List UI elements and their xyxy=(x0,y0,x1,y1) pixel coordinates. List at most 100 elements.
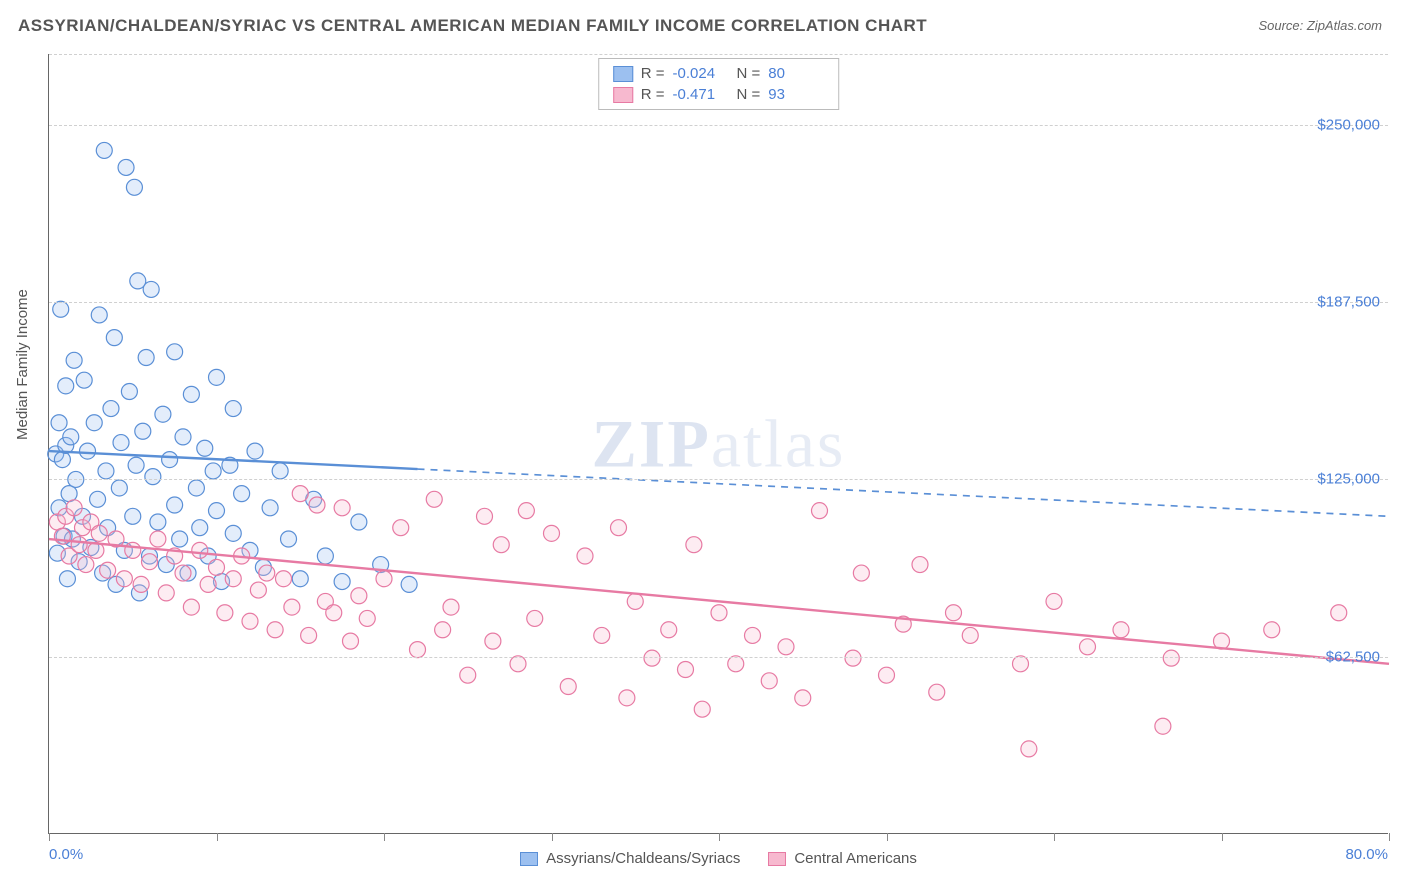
y-tick-label: $187,500 xyxy=(1317,294,1380,311)
scatter-point xyxy=(143,281,159,297)
correlation-legend: R = -0.024 N = 80 R = -0.471 N = 93 xyxy=(598,58,840,110)
gridline-h xyxy=(49,479,1388,480)
scatter-point xyxy=(1331,605,1347,621)
scatter-point xyxy=(401,576,417,592)
scatter-point xyxy=(53,301,69,317)
scatter-point xyxy=(1080,639,1096,655)
scatter-point xyxy=(686,537,702,553)
scatter-point xyxy=(209,369,225,385)
scatter-point xyxy=(111,480,127,496)
scatter-point xyxy=(167,497,183,513)
scatter-point xyxy=(334,500,350,516)
scatter-point xyxy=(145,469,161,485)
legend-swatch-b xyxy=(613,87,633,103)
scatter-point xyxy=(242,613,258,629)
scatter-point xyxy=(761,673,777,689)
y-tick-label: $125,000 xyxy=(1317,471,1380,488)
scatter-point xyxy=(334,574,350,590)
scatter-point xyxy=(205,463,221,479)
x-tick xyxy=(719,833,720,841)
scatter-point xyxy=(197,440,213,456)
scatter-point xyxy=(1264,622,1280,638)
scatter-point xyxy=(96,142,112,158)
legend-swatch-a xyxy=(613,66,633,82)
scatter-point xyxy=(326,605,342,621)
scatter-point xyxy=(58,378,74,394)
scatter-point xyxy=(443,599,459,615)
x-tick xyxy=(384,833,385,841)
scatter-point xyxy=(225,571,241,587)
series-legend-item-b: Central Americans xyxy=(768,850,917,867)
scatter-point xyxy=(128,457,144,473)
scatter-point xyxy=(661,622,677,638)
scatter-point xyxy=(142,554,158,570)
scatter-point xyxy=(1046,593,1062,609)
series-swatch-b xyxy=(768,852,786,866)
scatter-point xyxy=(694,701,710,717)
scatter-point xyxy=(351,514,367,530)
scatter-point xyxy=(61,486,77,502)
scatter-point xyxy=(527,610,543,626)
scatter-point xyxy=(262,500,278,516)
scatter-point xyxy=(485,633,501,649)
scatter-point xyxy=(59,571,75,587)
legend-r-label-b: R = xyxy=(641,86,665,103)
scatter-point xyxy=(929,684,945,700)
scatter-point xyxy=(192,542,208,558)
gridline-h xyxy=(49,302,1388,303)
x-tick-label: 0.0% xyxy=(49,846,83,863)
scatter-point xyxy=(225,525,241,541)
series-name-b: Central Americans xyxy=(794,850,917,867)
source-label: Source: ZipAtlas.com xyxy=(1258,18,1382,33)
scatter-point xyxy=(879,667,895,683)
scatter-point xyxy=(209,503,225,519)
x-tick xyxy=(552,833,553,841)
scatter-point xyxy=(54,452,70,468)
scatter-point xyxy=(301,627,317,643)
legend-r-value-b: -0.471 xyxy=(673,86,729,103)
scatter-point xyxy=(66,500,82,516)
scatter-point xyxy=(1013,656,1029,672)
legend-n-label-a: N = xyxy=(737,65,761,82)
scatter-point xyxy=(80,443,96,459)
scatter-point xyxy=(1021,741,1037,757)
trend-line-solid xyxy=(49,539,1389,664)
y-tick-label: $250,000 xyxy=(1317,116,1380,133)
legend-n-value-b: 93 xyxy=(768,86,824,103)
scatter-point xyxy=(135,423,151,439)
legend-n-label-b: N = xyxy=(737,86,761,103)
scatter-point xyxy=(51,415,67,431)
scatter-point xyxy=(292,571,308,587)
scatter-point xyxy=(200,576,216,592)
scatter-point xyxy=(138,349,154,365)
scatter-point xyxy=(577,548,593,564)
scatter-point xyxy=(103,401,119,417)
scatter-point xyxy=(267,622,283,638)
scatter-point xyxy=(292,486,308,502)
scatter-point xyxy=(711,605,727,621)
scatter-point xyxy=(309,497,325,513)
legend-r-value-a: -0.024 xyxy=(673,65,729,82)
series-name-a: Assyrians/Chaldeans/Syriacs xyxy=(546,850,740,867)
plot-area: R = -0.024 N = 80 R = -0.471 N = 93 ZIPa… xyxy=(48,54,1388,834)
scatter-point xyxy=(98,463,114,479)
scatter-point xyxy=(126,179,142,195)
gridline-h xyxy=(49,125,1388,126)
scatter-point xyxy=(510,656,526,672)
scatter-point xyxy=(118,159,134,175)
scatter-point xyxy=(946,605,962,621)
scatter-point xyxy=(175,565,191,581)
scatter-point xyxy=(460,667,476,683)
legend-n-value-a: 80 xyxy=(768,65,824,82)
scatter-point xyxy=(66,352,82,368)
scatter-point xyxy=(192,520,208,536)
scatter-point xyxy=(359,610,375,626)
scatter-point xyxy=(343,633,359,649)
scatter-point xyxy=(78,557,94,573)
scatter-point xyxy=(594,627,610,643)
x-tick xyxy=(887,833,888,841)
scatter-point xyxy=(284,599,300,615)
scatter-point xyxy=(121,384,137,400)
scatter-point xyxy=(518,503,534,519)
scatter-point xyxy=(150,514,166,530)
